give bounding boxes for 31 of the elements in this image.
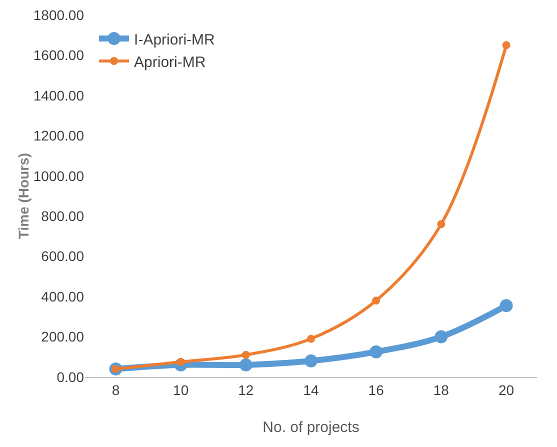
x-axis-title: No. of projects bbox=[262, 419, 360, 436]
point bbox=[370, 345, 383, 358]
x-tick-label: 8 bbox=[112, 382, 120, 398]
y-tick-label: 0.00 bbox=[56, 368, 84, 385]
legend-label: I-Apriori-MR bbox=[134, 31, 216, 48]
x-tick-label: 20 bbox=[498, 382, 514, 398]
point bbox=[372, 296, 380, 305]
point bbox=[239, 358, 252, 372]
y-tick-label: 1000.00 bbox=[33, 168, 84, 184]
y-tick-label: 400.00 bbox=[41, 288, 84, 304]
point bbox=[437, 220, 446, 228]
x-tick-label: 16 bbox=[368, 382, 384, 398]
point bbox=[434, 330, 448, 344]
y-tick-label: 800.00 bbox=[41, 208, 84, 224]
point bbox=[304, 354, 318, 368]
point bbox=[502, 41, 510, 50]
x-tick-label: 18 bbox=[433, 382, 450, 398]
point bbox=[242, 350, 250, 359]
y-tick-label: 200.00 bbox=[41, 328, 84, 345]
y-tick-label: 1400.00 bbox=[33, 87, 84, 104]
y-axis-title: Time (Hours) bbox=[15, 152, 32, 240]
y-tick-label: 1800.00 bbox=[33, 6, 84, 23]
x-tick-label: 14 bbox=[303, 382, 319, 398]
point bbox=[307, 334, 315, 343]
x-tick-label: 10 bbox=[173, 382, 189, 398]
y-tick-label: 1200.00 bbox=[33, 128, 84, 144]
y-tick-label: 1600.00 bbox=[33, 47, 84, 64]
point bbox=[500, 299, 513, 312]
x-tick-label: 12 bbox=[238, 382, 254, 398]
y-tick-label: 600.00 bbox=[41, 248, 84, 264]
legend-label: Apriori-MR bbox=[134, 54, 206, 71]
